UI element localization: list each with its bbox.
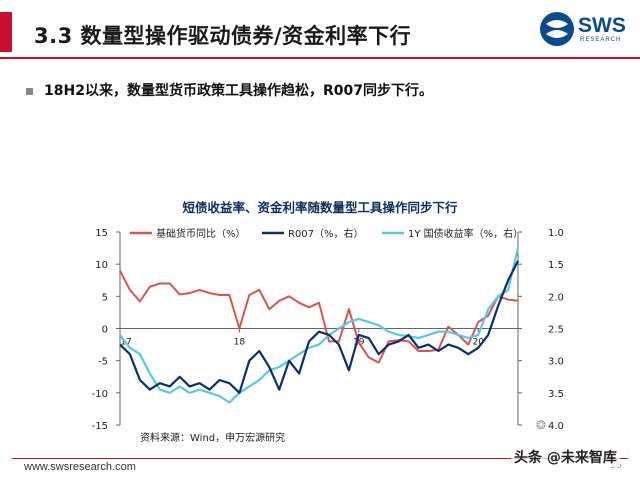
left-tick-label: 15 — [95, 228, 108, 239]
series-line-0 — [119, 270, 519, 364]
header-divider — [0, 57, 640, 59]
sws-logo: SWS RESEARCH — [538, 10, 638, 50]
footer-divider — [12, 458, 628, 459]
series-line-2 — [119, 247, 520, 404]
x-tick-label: 20 — [472, 338, 484, 348]
logo-subtext: RESEARCH — [580, 37, 622, 43]
left-tick-label: -10 — [92, 389, 108, 400]
chart-lines — [119, 247, 520, 404]
left-tick-label: -5 — [98, 357, 108, 368]
slide-header: 3.3 数量型操作驱动债券/资金利率下行 SWS RESEARCH — [0, 0, 640, 70]
legend-label-2: 1Y 国债收益率（%，右） — [408, 227, 523, 240]
right-tick-label: 1.5 — [548, 260, 564, 271]
right-tick-label: 3.0 — [548, 357, 564, 368]
right-tick-label: 2.5 — [548, 325, 564, 336]
left-tick-label: -15 — [92, 421, 108, 432]
watermark-bubble-icon: ❂ — [536, 418, 547, 432]
right-tick-label: 1.0 — [548, 228, 564, 239]
legend-label-1: R007（%，右） — [288, 227, 364, 240]
right-tick-label: 3.5 — [548, 389, 564, 400]
left-tick-label: 5 — [102, 292, 108, 303]
chart-legend: 基础货币同比（%） R007（%，右） 1Y 国债收益率（%，右） — [130, 227, 523, 240]
sws-logo-icon — [540, 12, 574, 46]
page-title: 3.3 数量型操作驱动债券/资金利率下行 — [34, 24, 412, 48]
chart-source: 资料来源：Wind，申万宏源研究 — [140, 431, 285, 444]
left-tick-label: 0 — [102, 325, 108, 336]
bullet-text: 18H2以来，数量型货币政策工具操作趋松，R007同步下行。 — [44, 83, 433, 99]
watermark-text: 头条 @未来智库 — [511, 447, 620, 467]
title-accent-bar — [0, 12, 12, 52]
right-tick-label: 4.0 — [548, 421, 564, 432]
bullet-square-icon — [26, 88, 33, 95]
x-tick-label: 18 — [234, 338, 246, 348]
footer-url[interactable]: www.swsresearch.com — [24, 461, 136, 473]
left-tick-label: 10 — [95, 260, 108, 271]
series-line-1 — [119, 260, 519, 394]
right-tick-label: 2.0 — [548, 292, 564, 303]
legend-label-0: 基础货币同比（%） — [156, 227, 246, 240]
logo-text: SWS — [578, 14, 626, 37]
chart-title: 短债收益率、资金利率随数量型工具操作同步下行 — [182, 200, 458, 215]
